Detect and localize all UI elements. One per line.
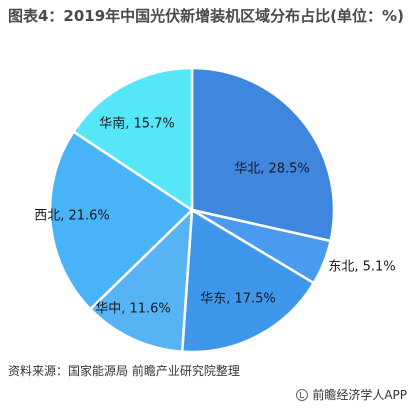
pie-slice-3 <box>180 208 316 354</box>
chart-title: 图表4：2019年中国光伏新增装机区域分布占比(单位：%) <box>8 7 404 25</box>
slice-label-2: 东北, 5.1% <box>328 260 395 275</box>
brand-footer[interactable]: 前瞻经济学人APP <box>296 386 407 403</box>
pie-labels: 华北, 28.5% 东北, 5.1% 华东, 17.5% 华中, 11.6% 西北, 2… <box>34 116 395 317</box>
pie-slice-6 <box>72 66 194 212</box>
pie-slices <box>48 66 336 354</box>
slice-label-6: 华南, 15.7% <box>99 116 175 132</box>
pie-slice-5 <box>48 130 194 311</box>
brand-name: 前瞻经济学人APP <box>312 388 407 402</box>
slice-label-1: 华北, 28.5% <box>234 162 310 177</box>
slice-label-4: 华中, 11.6% <box>95 302 171 317</box>
pie-slice-1 <box>190 66 336 243</box>
source-note: 资料来源：国家能源局 前瞻产业研究院整理 <box>8 364 240 378</box>
brand-logo-icon <box>296 388 309 401</box>
slice-label-5: 西北, 21.6% <box>34 209 110 224</box>
pie-slice-4 <box>89 208 194 353</box>
slice-label-3: 华东, 17.5% <box>200 292 276 307</box>
